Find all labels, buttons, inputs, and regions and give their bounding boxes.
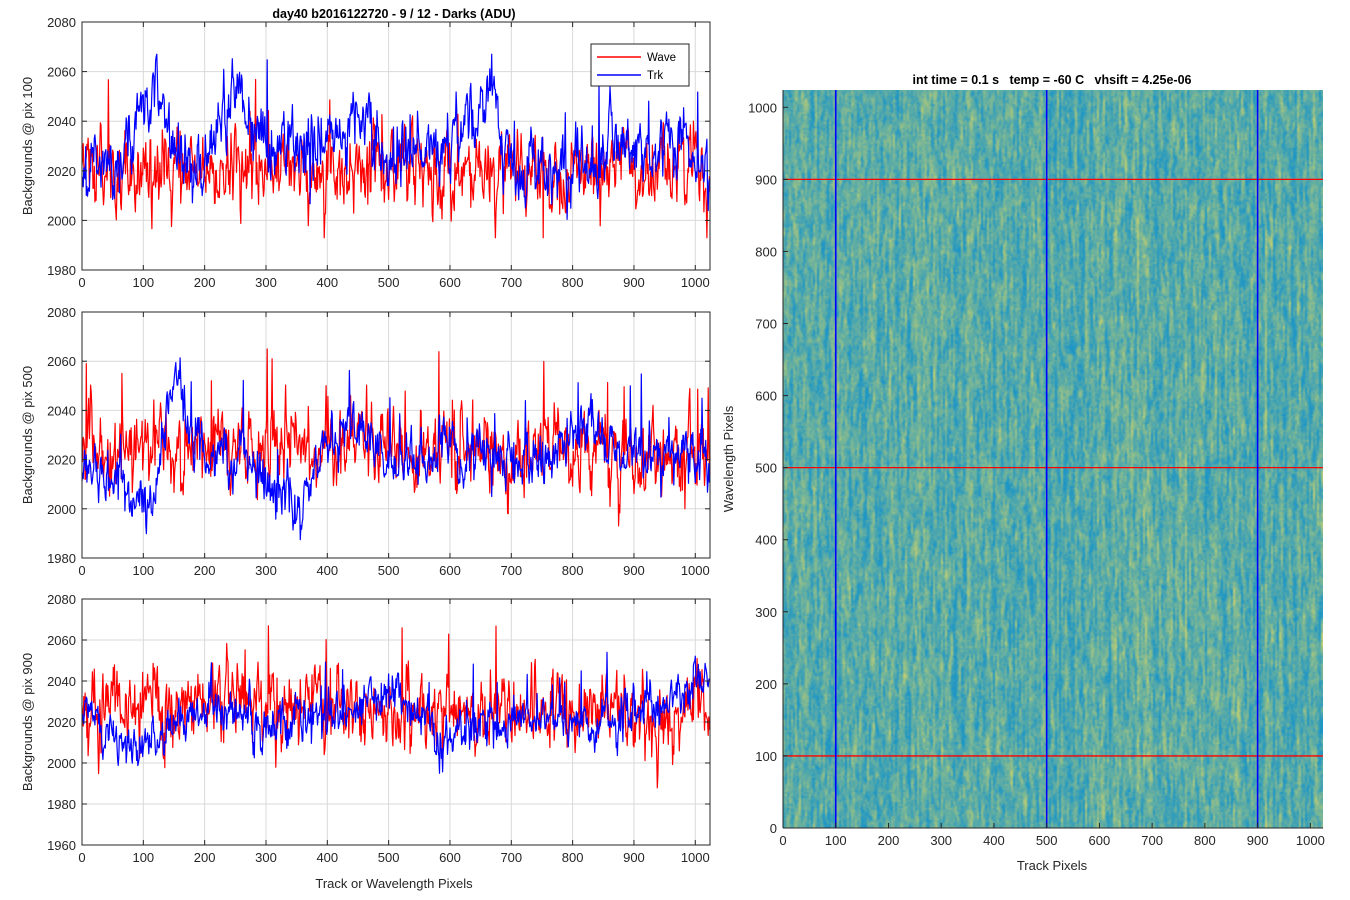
heatmap-y-tick-label: 800 [755,244,777,259]
y-tick-label: 2080 [47,592,76,607]
axes-box [81,311,711,559]
x-tick-label: 900 [623,850,645,865]
y-tick-label: 2080 [47,305,76,320]
x-tick-label: 200 [194,850,216,865]
x-tick-label: 200 [194,275,216,290]
heatmap-x-tick-label: 100 [825,833,847,848]
legend-entry: Trk [647,70,663,82]
y-tick-label: 2060 [47,354,76,369]
heatmap-y-tick-label: 1000 [748,100,777,115]
heatmap-x-tick-label: 400 [983,833,1005,848]
y-tick-label: 1980 [47,551,76,566]
x-tick-label: 300 [255,275,277,290]
legend-entry: Wave [647,52,676,64]
line-panel-1: 0 100 200 300 400 500 600 700 800 900 1000 1980 2000… [20,15,711,290]
x-tick-label: 300 [255,850,277,865]
x-tick-label: 500 [378,850,400,865]
heatmap-y-tick-label: 600 [755,389,777,404]
y-tick-label: 2060 [47,633,76,648]
line-panel-3: 0 100 200 300 400 500 600 700 800 900 1000 1960 1980… [20,592,711,865]
x-tick-label: 300 [255,563,277,578]
y-tick-label: 2000 [47,213,76,228]
heatmap-y-tick-label: 500 [755,461,777,476]
y-axis-label: Backgrounds @ pix 900 [20,653,35,791]
y-tick-label: 2000 [47,502,76,517]
heatmap-y-tick-label: 100 [755,749,777,764]
line-panel-2: 0 100 200 300 400 500 600 700 800 900 1000 1980 2000… [20,305,711,578]
x-tick-label: 100 [132,563,154,578]
x-tick-label: 1000 [681,850,710,865]
x-tick-label: 400 [316,563,338,578]
heatmap-y-tick-label: 900 [755,172,777,187]
y-axis-label: Backgrounds @ pix 100 [20,77,35,215]
y-tick-label: 2020 [47,453,76,468]
x-tick-label: 0 [78,850,85,865]
heatmap-x-tick-label: 200 [878,833,900,848]
heatmap-y-tick-label: 300 [755,605,777,620]
y-axis-label: Backgrounds @ pix 500 [20,366,35,504]
x-tick-label: 1000 [681,563,710,578]
x-tick-label: 0 [78,563,85,578]
x-tick-label: 500 [378,275,400,290]
heatmap-x-tick-label: 700 [1141,833,1163,848]
heatmap-y-tick-label: 0 [770,821,777,836]
x-tick-label: 100 [132,275,154,290]
heatmap-y-tick-label: 700 [755,317,777,332]
heatmap-x-tick-label: 600 [1089,833,1111,848]
x-tick-label: 600 [439,275,461,290]
y-tick-label: 1980 [47,797,76,812]
x-tick-label: 400 [316,275,338,290]
x-tick-label: 700 [500,275,522,290]
line-panels: 0 100 200 300 400 500 600 700 800 900 100019802000… [20,15,711,865]
heatmap-image [783,90,1323,828]
heatmap-x-tick-label: 800 [1194,833,1216,848]
heatmap-x-tick-label: 1000 [1296,833,1325,848]
y-tick-label: 2080 [47,15,76,30]
legend-box [590,43,690,87]
x-tick-label: 800 [562,563,584,578]
legend: Wave Trk [590,43,690,87]
y-tick-label: 1980 [47,263,76,278]
heatmap-xlabel: Track Pixels [1017,858,1088,873]
x-tick-label: 700 [500,563,522,578]
y-tick-label: 1960 [47,838,76,853]
x-tick-label: 700 [500,850,522,865]
y-tick-label: 2020 [47,164,76,179]
heatmap-x-tick-label: 300 [930,833,952,848]
y-tick-label: 2060 [47,65,76,80]
series-line-trk [81,53,710,220]
x-tick-label: 0 [78,275,85,290]
heatmap-panel: 0 100 200 300 400 500 600 700 800 900 1000 0 100 200 3… [721,90,1325,848]
x-tick-label: 100 [132,850,154,865]
y-tick-label: 2040 [47,114,76,129]
heatmap-x-tick-label: 500 [1036,833,1058,848]
x-tick-label: 400 [316,850,338,865]
x-tick-label: 500 [378,563,400,578]
heatmap-x-tick-label: 0 [779,833,786,848]
x-tick-label: 600 [439,850,461,865]
figure-title: day40 b2016122720 - 9 / 12 - Darks (ADU) [272,7,515,21]
series-line-trk [81,651,710,774]
y-tick-label: 2040 [47,674,76,689]
y-tick-label: 2040 [47,403,76,418]
heatmap-y-tick-label: 400 [755,533,777,548]
x-tick-label: 800 [562,850,584,865]
bottom-xlabel: Track or Wavelength Pixels [315,876,473,891]
series-line-wave [81,625,710,789]
y-tick-label: 2020 [47,715,76,730]
x-tick-label: 200 [194,563,216,578]
x-tick-label: 900 [623,275,645,290]
x-tick-label: 1000 [681,275,710,290]
x-tick-label: 900 [623,563,645,578]
heatmap-y-tick-label: 200 [755,677,777,692]
axes-box [81,21,711,271]
series-line-trk [81,357,710,541]
heatmap-title: int time = 0.1 s temp = -60 C vhsift = 4… [913,73,1192,87]
heatmap-y-axis-label: Wavelength Pixels [721,405,736,512]
x-tick-label: 800 [562,275,584,290]
heatmap-x-tick-label: 900 [1247,833,1269,848]
x-tick-label: 600 [439,563,461,578]
y-tick-label: 2000 [47,756,76,771]
